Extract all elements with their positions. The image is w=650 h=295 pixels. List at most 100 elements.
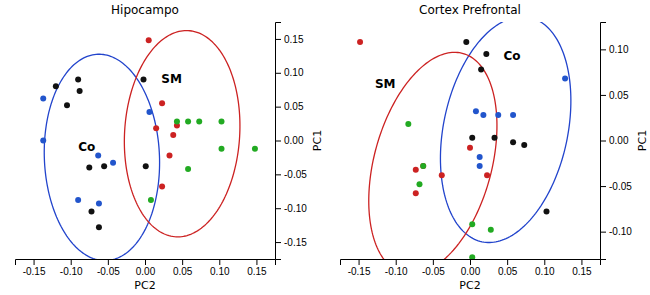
x-axis-line: [341, 260, 601, 266]
tick-label: -0.15: [348, 266, 371, 277]
tick: 0.00: [600, 135, 629, 146]
tick-mark: [275, 73, 281, 74]
tick-mark: [256, 259, 257, 265]
point: [174, 119, 180, 125]
point: [420, 163, 426, 169]
plot-area: [40, 31, 258, 259]
panel: -0.15-0.10-0.050.000.050.100.15-0.15-0.1…: [16, 3, 325, 292]
tick-mark: [275, 107, 281, 108]
point: [488, 227, 494, 233]
x-axis: -0.15-0.10-0.050.000.050.100.15: [16, 259, 276, 277]
point: [53, 83, 59, 89]
tick-label: 0.15: [572, 266, 592, 277]
y-axis: -0.15-0.10-0.050.000.050.100.15: [275, 23, 307, 260]
point: [89, 209, 95, 215]
point: [469, 135, 475, 141]
series: [473, 76, 568, 170]
x-axis-line: [16, 260, 276, 266]
point: [167, 152, 173, 158]
point: [521, 142, 527, 148]
point: [95, 152, 101, 158]
point: [416, 181, 422, 187]
tick: 0.10: [600, 44, 629, 55]
tick: -0.05: [422, 259, 445, 277]
point: [477, 163, 483, 169]
tick-label: -0.15: [284, 237, 307, 248]
title: Cortex Prefrontal: [419, 3, 521, 17]
tick-mark: [275, 141, 281, 142]
tick-label: -0.10: [609, 226, 632, 237]
chart: -0.15 -0.10 -0.05 0.00 0.05 0.10 0.15 -0.15 -0.1…: [0, 0, 650, 295]
point: [469, 221, 475, 227]
tick-mark: [600, 95, 606, 96]
tick: 0.10: [210, 259, 230, 277]
tick-label: 0.00: [609, 135, 629, 146]
point: [143, 163, 149, 169]
tick: -0.15: [348, 259, 371, 277]
tick-mark: [275, 39, 281, 40]
tick: -0.05: [600, 181, 632, 192]
point: [510, 139, 516, 145]
tick-label: 0.05: [173, 266, 193, 277]
series: [405, 121, 493, 259]
tick-label: -0.05: [422, 266, 445, 277]
point: [153, 125, 159, 131]
tick: 0.15: [247, 259, 267, 277]
point: [146, 37, 152, 43]
tick-mark: [544, 259, 545, 265]
point: [483, 51, 489, 57]
annotation: Co: [503, 49, 520, 63]
tick: -0.10: [275, 203, 307, 214]
tick: -0.10: [385, 259, 408, 277]
x-axis-title: PC2: [134, 279, 155, 292]
annotation: Co: [78, 140, 95, 154]
y-axis-line: [276, 23, 282, 260]
point: [146, 109, 152, 115]
tick-mark: [470, 259, 471, 265]
point: [413, 167, 419, 173]
point: [463, 39, 469, 45]
series: [146, 37, 180, 189]
point: [477, 154, 483, 160]
series: [357, 39, 490, 196]
plot-area: [357, 22, 571, 259]
tick-label: 0.10: [535, 266, 555, 277]
tick-label: 0.00: [136, 266, 156, 277]
tick-mark: [433, 259, 434, 265]
tick-mark: [600, 186, 606, 187]
point: [495, 112, 501, 118]
tick: 0.15: [572, 259, 592, 277]
tick-mark: [600, 49, 606, 50]
point: [185, 119, 191, 125]
tick-label: -0.05: [284, 169, 307, 180]
tick-mark: [219, 259, 220, 265]
tick-label: 0.10: [210, 266, 230, 277]
ellipse: [44, 54, 159, 259]
tick: 0.05: [600, 90, 629, 101]
point: [252, 146, 258, 152]
tick: -0.05: [97, 259, 120, 277]
tick: 0.00: [136, 259, 156, 277]
point: [510, 112, 516, 118]
point: [478, 66, 484, 72]
point: [484, 172, 490, 178]
y-axis-line: [601, 23, 607, 260]
point: [357, 39, 363, 45]
point: [148, 197, 154, 203]
point: [170, 132, 176, 138]
ellipse: [369, 52, 497, 259]
tick-mark: [275, 208, 281, 209]
tick-mark: [71, 259, 72, 265]
tick-mark: [275, 242, 281, 243]
tick: -0.15: [275, 237, 307, 248]
tick-mark: [145, 259, 146, 265]
tick-label: 0.15: [284, 34, 304, 45]
tick-mark: [359, 259, 360, 265]
point: [480, 112, 486, 118]
point: [420, 163, 426, 169]
series: [148, 119, 258, 204]
point: [75, 77, 81, 83]
point: [159, 184, 165, 190]
point: [413, 190, 419, 196]
point: [96, 200, 102, 206]
